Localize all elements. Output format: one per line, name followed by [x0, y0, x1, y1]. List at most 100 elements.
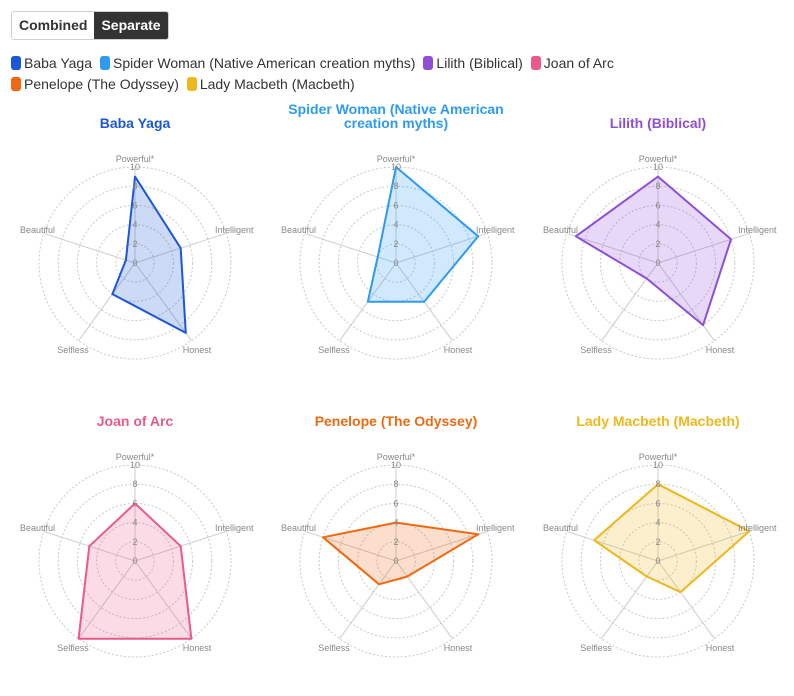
- tick-label: 0: [132, 556, 137, 566]
- grid-ring: [76, 204, 194, 322]
- axis-line: [601, 560, 659, 639]
- tick-label: 8: [393, 479, 398, 489]
- legend-swatch: [423, 55, 434, 70]
- tick-label: 4: [132, 518, 137, 528]
- legend-label: Lilith (Biblical): [436, 54, 523, 71]
- axis-label: Powerful*: [377, 154, 416, 164]
- tick-label: 6: [132, 498, 137, 508]
- separate-button[interactable]: Separate: [94, 12, 168, 39]
- axis-label: Intelligent: [476, 225, 515, 235]
- chart-title: Spider Woman (Native American: [288, 101, 504, 117]
- tick-label: 10: [653, 460, 663, 470]
- axis-label: Honest: [706, 643, 735, 653]
- chart-title: creation myths): [344, 115, 448, 131]
- grid-ring: [337, 502, 455, 620]
- tick-label: 8: [655, 181, 660, 191]
- series-polygon: [111, 175, 187, 334]
- axis-label: Intelligent: [215, 225, 254, 235]
- legend-label: Baba Yaga: [24, 54, 92, 71]
- grid-ring: [38, 166, 232, 360]
- legend-item[interactable]: Joan of Arc: [530, 53, 614, 72]
- grid-ring: [76, 502, 194, 620]
- axis-label: Selfless: [57, 643, 89, 653]
- combined-button[interactable]: Combined: [12, 12, 95, 39]
- axis-label: Beautiful: [543, 523, 578, 533]
- axis-line: [43, 232, 136, 264]
- tick-label: 6: [655, 200, 660, 210]
- axis-label: Honest: [444, 643, 473, 653]
- legend-item[interactable]: Spider Woman (Native American creation m…: [100, 53, 415, 72]
- legend-item[interactable]: Lilith (Biblical): [423, 53, 523, 72]
- axis-label: Selfless: [580, 643, 612, 653]
- grid-ring: [561, 464, 755, 658]
- axis-label: Selfless: [318, 345, 350, 355]
- axis-line: [304, 530, 397, 562]
- axis-line: [395, 232, 488, 264]
- tick-label: 10: [391, 162, 401, 172]
- axis-label: Selfless: [57, 345, 89, 355]
- legend-label: Joan of Arc: [543, 54, 614, 71]
- axis-line: [657, 530, 750, 562]
- tick-label: 0: [655, 258, 660, 268]
- tick-label: 2: [132, 239, 137, 249]
- grid-ring: [299, 166, 493, 360]
- axis-line: [78, 262, 136, 341]
- tick-label: 10: [391, 460, 401, 470]
- axis-line: [657, 560, 715, 639]
- tick-label: 0: [655, 556, 660, 566]
- axis-label: Honest: [183, 643, 212, 653]
- axis-label: Honest: [706, 345, 735, 355]
- tick-label: 8: [132, 479, 137, 489]
- tick-label: 8: [655, 479, 660, 489]
- tick-label: 4: [393, 220, 398, 230]
- axis-label: Selfless: [580, 345, 612, 355]
- series-polygon: [593, 483, 751, 594]
- tick-label: 2: [393, 537, 398, 547]
- axis-line: [566, 530, 659, 562]
- legend-item[interactable]: Penelope (The Odyssey): [11, 74, 179, 93]
- axis-label: Beautiful: [20, 523, 55, 533]
- axis-line: [339, 560, 397, 639]
- grid-ring: [38, 464, 232, 658]
- axis-line: [601, 262, 659, 341]
- legend-swatch: [530, 55, 541, 70]
- tick-label: 10: [653, 162, 663, 172]
- legend-item[interactable]: Lady Macbeth (Macbeth): [186, 74, 355, 93]
- tick-label: 6: [655, 498, 660, 508]
- legend-item[interactable]: Baba Yaga: [11, 53, 92, 72]
- axis-label: Beautiful: [281, 523, 316, 533]
- tick-label: 4: [655, 220, 660, 230]
- tick-label: 10: [130, 460, 140, 470]
- tick-label: 6: [132, 200, 137, 210]
- grid-ring: [299, 464, 493, 658]
- axis-line: [304, 232, 397, 264]
- chart-title: Joan of Arc: [97, 413, 174, 429]
- tick-label: 2: [655, 239, 660, 249]
- legend-swatch: [100, 55, 110, 70]
- axis-label: Powerful*: [639, 452, 678, 462]
- axis-label: Beautiful: [543, 225, 578, 235]
- series-polygon: [574, 175, 732, 327]
- axis-label: Beautiful: [20, 225, 55, 235]
- legend-swatch: [11, 76, 21, 91]
- axis-label: Beautiful: [281, 225, 316, 235]
- legend-label: Penelope (The Odyssey): [24, 75, 179, 92]
- legend-label: Lady Macbeth (Macbeth): [199, 75, 355, 92]
- tick-label: 2: [655, 537, 660, 547]
- tick-label: 4: [132, 220, 137, 230]
- view-toggle[interactable]: Combined Separate: [11, 11, 169, 40]
- axis-line: [395, 530, 488, 562]
- tick-label: 0: [132, 258, 137, 268]
- tick-label: 8: [393, 181, 398, 191]
- axis-line: [134, 560, 192, 639]
- axis-label: Honest: [183, 345, 212, 355]
- axis-label: Powerful*: [116, 154, 155, 164]
- chart-title: Baba Yaga: [100, 115, 171, 131]
- axis-line: [566, 232, 659, 264]
- axis-label: Selfless: [318, 643, 350, 653]
